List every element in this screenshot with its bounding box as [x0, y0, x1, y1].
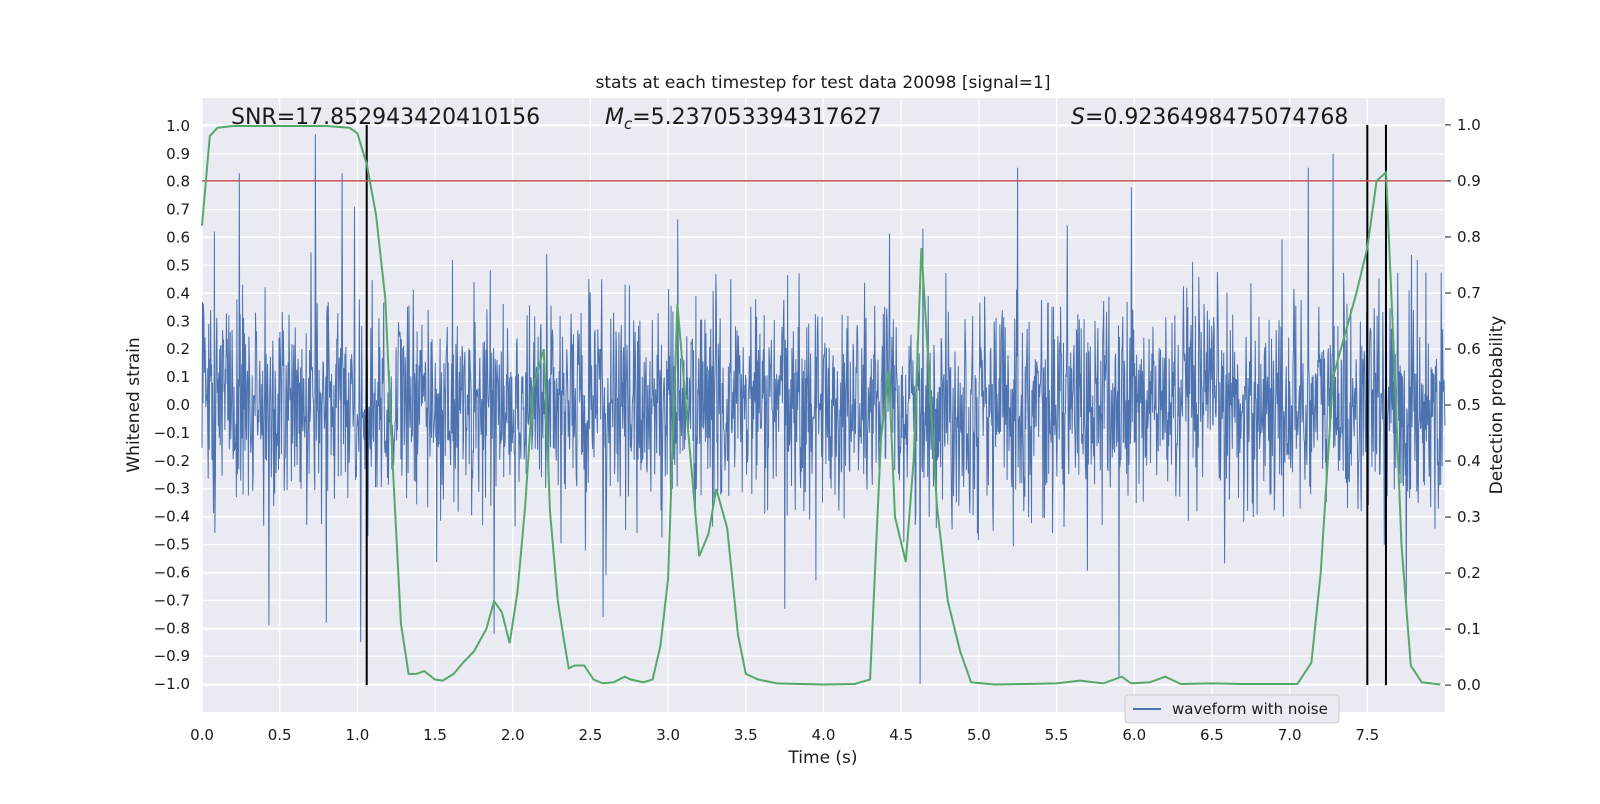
s-annotation: S=0.9236498475074768 [1071, 105, 1348, 130]
y-tick-label: −0.5 [154, 536, 190, 554]
y2-tick-label: 0.3 [1457, 508, 1481, 526]
y-tick-label: −0.1 [154, 424, 190, 442]
y-tick-label: 0.9 [166, 145, 190, 163]
y-tick-label: −0.8 [154, 619, 190, 637]
x-tick-label: 7.0 [1278, 726, 1302, 744]
y2-tick-label: 0.4 [1457, 452, 1481, 470]
x-tick-labels: 0.0 0.5 1.0 1.5 2.0 2.5 3.0 3.5 4.0 4.5 5.0 5.5 6.0 6… [190, 726, 1379, 744]
y-tick-label: 0.4 [166, 284, 190, 302]
x-tick-label: 5.0 [967, 726, 991, 744]
mc-annotation: Mc=5.237053394317627 [605, 105, 882, 133]
x-tick-label: 6.5 [1200, 726, 1224, 744]
x-tick-label: 7.5 [1355, 726, 1379, 744]
y2-axis-label: Detection probability [1487, 316, 1507, 495]
y-tick-label: −0.9 [154, 647, 190, 665]
x-tick-label: 2.5 [579, 726, 603, 744]
x-tick-label: 4.5 [889, 726, 913, 744]
waveform-layer [201, 134, 1446, 685]
x-tick-label: 3.0 [656, 726, 680, 744]
x-tick-label: 1.5 [423, 726, 447, 744]
y-tick-label: 0.7 [166, 201, 190, 219]
x-axis-label: Time (s) [787, 748, 857, 768]
legend-box [1124, 694, 1340, 724]
x-tick-label: 2.0 [501, 726, 525, 744]
x-tick-label: 0.5 [268, 726, 292, 744]
x-tick-label: 4.0 [812, 726, 836, 744]
y-tick-label: 0.5 [166, 256, 190, 274]
x-tick-label: 6.0 [1122, 726, 1146, 744]
y2-tick-label: 0.8 [1457, 228, 1481, 246]
y2-tick-label: 0.7 [1457, 284, 1481, 302]
y2-tick-label: 0.5 [1457, 396, 1481, 414]
y-tick-label: −0.2 [154, 452, 190, 470]
y-tick-labels: 1.0 0.9 0.8 0.7 0.6 0.5 0.4 0.3 0.2 0.1 0.0 −0.1 −0.… [154, 117, 190, 693]
legend-label: waveform with noise [1172, 700, 1328, 718]
vertical-lines [365, 124, 1387, 686]
y-tick-label: −0.7 [154, 591, 190, 609]
chart-title: stats at each timestep for test data 200… [596, 73, 1051, 93]
y-tick-label: 0.8 [166, 173, 190, 191]
x-tick-label: 1.0 [345, 726, 369, 744]
y-tick-label: 0.0 [166, 396, 190, 414]
x-tick-label: 0.0 [190, 726, 214, 744]
y-tick-label: 0.3 [166, 312, 190, 330]
y-axis-label: Whitened strain [124, 337, 144, 472]
waveform-series [201, 134, 1446, 685]
mc-value: =5.237053394317627 [632, 105, 881, 130]
mc-subscript: c [624, 115, 633, 133]
y-tick-label: −0.6 [154, 563, 190, 581]
x-tick-label: 5.5 [1045, 726, 1069, 744]
y2-tick-label: 0.2 [1457, 564, 1481, 582]
y2-tick-labels: 1.0 0.9 0.8 0.7 0.6 0.5 0.4 0.3 0.2 0.1 0.0 [1445, 116, 1481, 694]
x-tick-label: 3.5 [734, 726, 758, 744]
y2-tick-label: 0.1 [1457, 620, 1481, 638]
snr-annotation: SNR=17.852943420410156 [231, 105, 540, 130]
y-tick-label: 0.2 [166, 340, 190, 358]
y-tick-label: −1.0 [154, 675, 190, 693]
s-symbol: S [1071, 105, 1085, 130]
y-tick-label: 1.0 [166, 117, 190, 135]
y2-tick-label: 1.0 [1457, 116, 1481, 134]
y2-tick-label: 0.9 [1457, 172, 1481, 190]
mc-symbol: M [605, 105, 624, 130]
y-tick-label: −0.4 [154, 508, 190, 526]
y2-tick-label: 0.6 [1457, 340, 1481, 358]
y2-tick-label: 0.0 [1457, 676, 1481, 694]
s-value: =0.9236498475074768 [1085, 105, 1348, 130]
y-tick-label: 0.6 [166, 229, 190, 247]
y-tick-label: −0.3 [154, 480, 190, 498]
legend: waveform with noise [1124, 694, 1340, 724]
probability-series [201, 125, 1441, 686]
y-tick-label: 0.1 [166, 368, 190, 386]
